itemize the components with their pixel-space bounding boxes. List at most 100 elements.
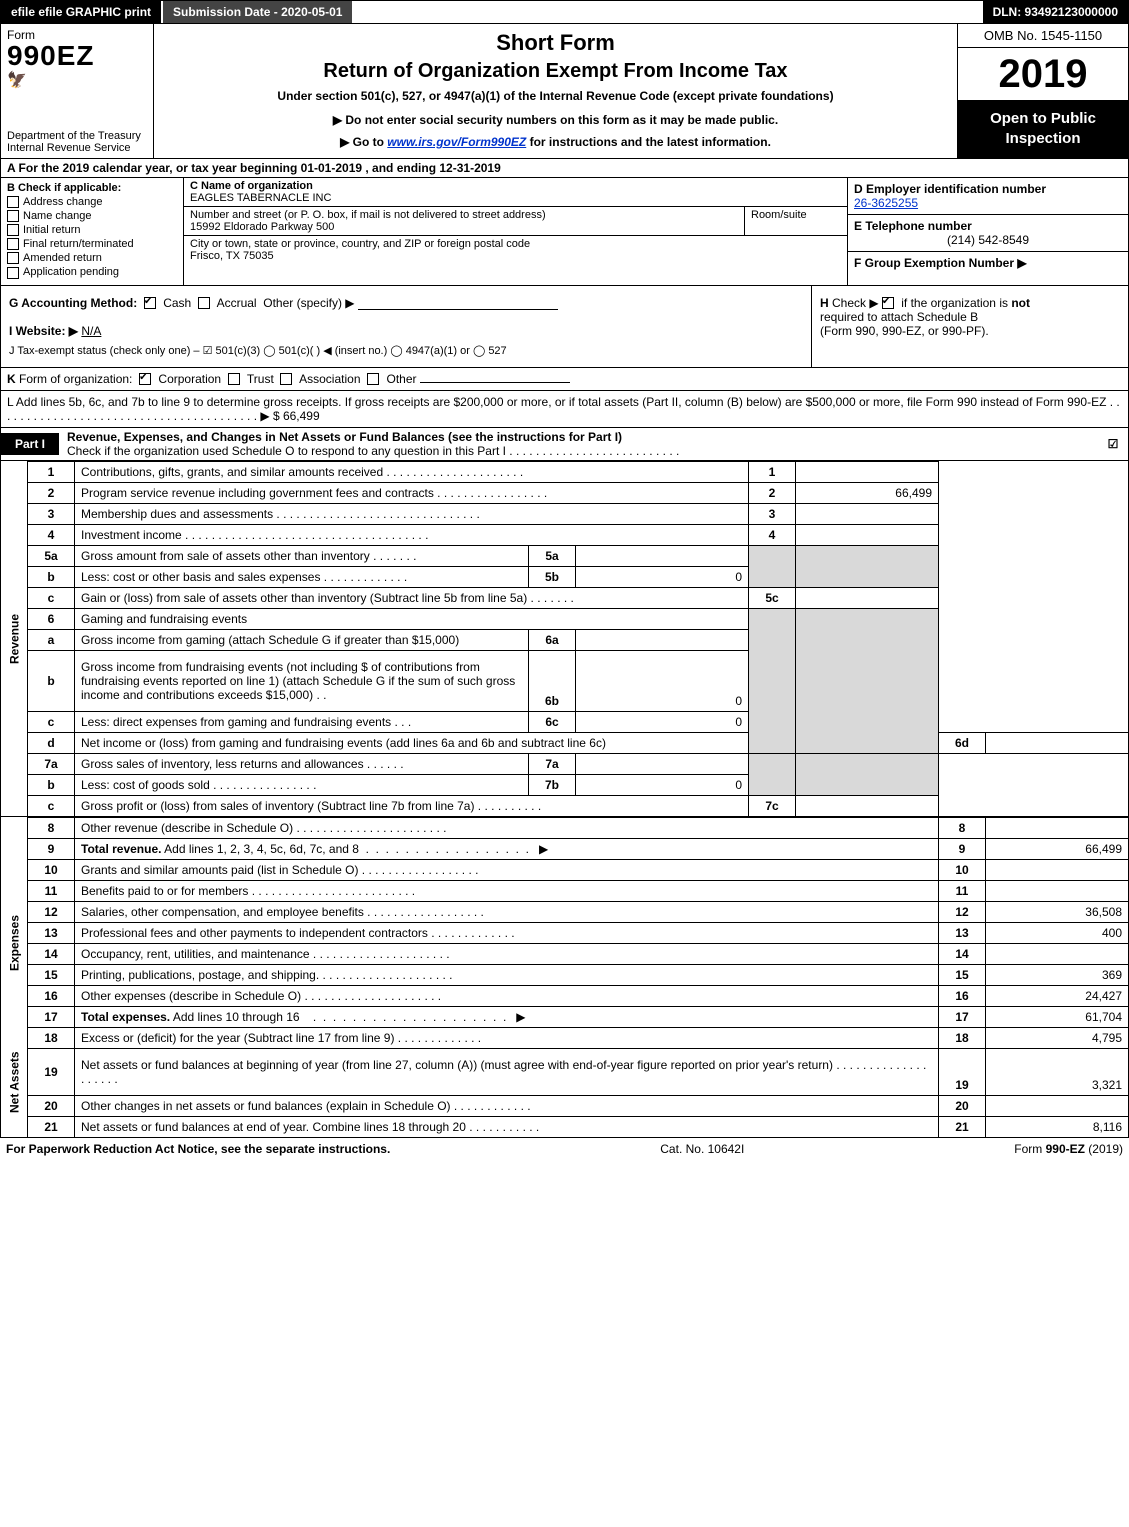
l6c-sval: 0 [576, 711, 749, 732]
cb-accrual[interactable] [198, 297, 210, 309]
l17-val: 61,704 [986, 1006, 1129, 1027]
l16-val: 24,427 [986, 985, 1129, 1006]
l15-desc: Printing, publications, postage, and shi… [75, 964, 939, 985]
part1-title: Revenue, Expenses, and Changes in Net As… [59, 428, 1098, 460]
l6-shade-val [796, 608, 939, 753]
cb-name-change[interactable]: Name change [7, 210, 177, 222]
l12-val: 36,508 [986, 901, 1129, 922]
l14-desc: Occupancy, rent, utilities, and maintena… [75, 943, 939, 964]
l12-desc: Salaries, other compensation, and employ… [75, 901, 939, 922]
l6b-sub: 6b [529, 650, 576, 711]
l-gross-receipts: L Add lines 5b, 6c, and 7b to line 9 to … [0, 391, 1129, 428]
l6c-sub: 6c [529, 711, 576, 732]
l21-desc: Net assets or fund balances at end of ye… [75, 1116, 939, 1137]
section-a-tax-year: A For the 2019 calendar year, or tax yea… [0, 159, 1129, 178]
l13-num: 13 [28, 922, 75, 943]
top-bar: efile efile GRAPHIC print Submission Dat… [0, 0, 1129, 24]
cb-initial-return[interactable]: Initial return [7, 224, 177, 236]
l15-rnum: 15 [939, 964, 986, 985]
l5c-desc: Gain or (loss) from sale of assets other… [75, 587, 749, 608]
l1-num: 1 [28, 461, 75, 482]
street: 15992 Eldorado Parkway 500 [190, 221, 738, 233]
cb-h-not-required[interactable] [882, 297, 894, 309]
box-b-label: B Check if applicable: [7, 182, 177, 194]
l6a-sval [576, 629, 749, 650]
l6a-num: a [28, 629, 75, 650]
footer-right: Form 990-EZ (2019) [1014, 1142, 1123, 1156]
l14-num: 14 [28, 943, 75, 964]
l7ab-shade-num [749, 753, 796, 795]
l3-rnum: 3 [749, 503, 796, 524]
l7b-sval: 0 [576, 774, 749, 795]
entity-row: B Check if applicable: Address change Na… [0, 178, 1129, 286]
cb-corporation[interactable] [139, 373, 151, 385]
l4-val [796, 524, 939, 545]
g-h-row: G Accounting Method: Cash Accrual Other … [0, 286, 1129, 368]
l15-num: 15 [28, 964, 75, 985]
l7c-num: c [28, 795, 75, 816]
tax-year: 2019 [958, 48, 1128, 101]
h-line2: required to attach Schedule B [820, 310, 1120, 324]
cb-address-change[interactable]: Address change [7, 196, 177, 208]
l5b-num: b [28, 566, 75, 587]
l18-num: 18 [28, 1027, 75, 1048]
l20-desc: Other changes in net assets or fund bala… [75, 1095, 939, 1116]
header-mid: Short Form Return of Organization Exempt… [154, 24, 957, 158]
l8-rnum: 8 [939, 817, 986, 838]
l1-val [796, 461, 939, 482]
l12-rnum: 12 [939, 901, 986, 922]
cb-association[interactable] [280, 373, 292, 385]
g-left: G Accounting Method: Cash Accrual Other … [1, 286, 811, 367]
cb-amended-return[interactable]: Amended return [7, 252, 177, 264]
box-c: C Name of organization EAGLES TABERNACLE… [184, 178, 847, 285]
l6c-num: c [28, 711, 75, 732]
l5c-num: c [28, 587, 75, 608]
l21-val: 8,116 [986, 1116, 1129, 1137]
topbar-spacer [354, 1, 982, 23]
form-header: Form 990EZ 🦅 Department of the Treasury … [0, 24, 1129, 159]
ein-link[interactable]: 26-3625255 [854, 196, 918, 210]
f-label: F Group Exemption Number ▶ [854, 256, 1122, 270]
revenue-side-label: Revenue [1, 461, 28, 816]
l16-num: 16 [28, 985, 75, 1006]
d-label: D Employer identification number [854, 182, 1122, 196]
l7a-num: 7a [28, 753, 75, 774]
cb-cash[interactable] [144, 297, 156, 309]
l8-num: 8 [28, 817, 75, 838]
i-label: I Website: ▶ [9, 324, 78, 338]
cb-final-return[interactable]: Final return/terminated [7, 238, 177, 250]
l8-val [986, 817, 1129, 838]
cb-other[interactable] [367, 373, 379, 385]
l14-val [986, 943, 1129, 964]
l5a-num: 5a [28, 545, 75, 566]
goto-suffix: for instructions and the latest informat… [526, 135, 771, 149]
do-not-enter-ssn: ▶ Do not enter social security numbers o… [164, 113, 947, 127]
part1-check[interactable]: ☑ [1098, 437, 1128, 451]
l7b-sub: 7b [529, 774, 576, 795]
efile-label: efile GRAPHIC print [38, 5, 151, 19]
goto-link[interactable]: www.irs.gov/Form990EZ [387, 135, 526, 149]
c-label: C Name of organization [190, 180, 841, 192]
dln-label: DLN: 93492123000000 [983, 1, 1128, 23]
l2-num: 2 [28, 482, 75, 503]
l16-desc: Other expenses (describe in Schedule O) … [75, 985, 939, 1006]
goto-prefix: ▶ Go to [340, 135, 387, 149]
l10-num: 10 [28, 859, 75, 880]
part1-label: Part I [1, 433, 59, 455]
boxes-d-e-f: D Employer identification number 26-3625… [847, 178, 1128, 285]
l2-rnum: 2 [749, 482, 796, 503]
l10-val [986, 859, 1129, 880]
cb-trust[interactable] [228, 373, 240, 385]
efile-button[interactable]: efile efile GRAPHIC print [1, 1, 161, 23]
cb-application-pending[interactable]: Application pending [7, 266, 177, 278]
submission-date: Submission Date - 2020-05-01 [161, 1, 354, 23]
l17-desc: Total expenses. Add lines 10 through 16 … [75, 1006, 939, 1027]
l2-val: 66,499 [796, 482, 939, 503]
box-b-checklist: Address change Name change Initial retur… [7, 196, 177, 279]
l3-val [796, 503, 939, 524]
g-label: G Accounting Method: [9, 296, 137, 310]
l5c-rnum: 5c [749, 587, 796, 608]
l21-num: 21 [28, 1116, 75, 1137]
l6b-desc: Gross income from fundraising events (no… [75, 650, 529, 711]
l11-rnum: 11 [939, 880, 986, 901]
